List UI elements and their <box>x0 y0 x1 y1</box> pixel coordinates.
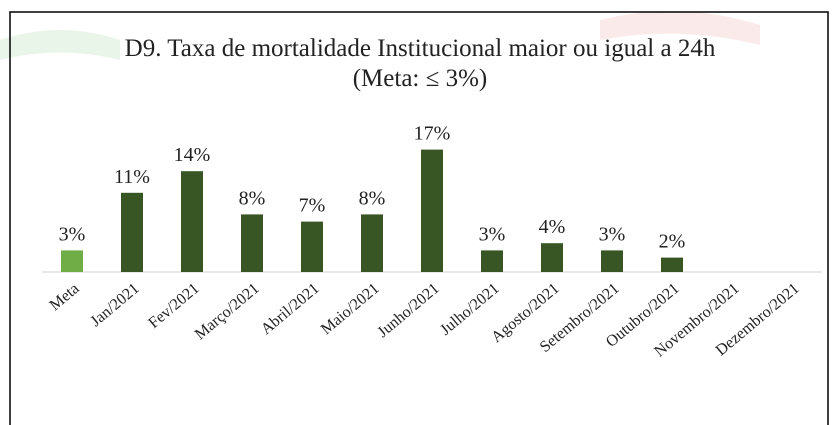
data-label: 8% <box>359 187 386 209</box>
data-label: 17% <box>414 123 451 145</box>
bar <box>241 214 263 272</box>
data-label: 3% <box>479 223 506 245</box>
chart-title: D9. Taxa de mortalidade Institucional ma… <box>124 35 741 92</box>
data-label: 7% <box>299 195 326 217</box>
data-label: 8% <box>239 187 266 209</box>
bar <box>61 250 83 272</box>
bar <box>181 171 203 272</box>
chart-frame <box>9 11 829 425</box>
data-label: 3% <box>59 223 86 245</box>
bar <box>661 257 683 272</box>
data-label: 4% <box>539 216 566 238</box>
bar <box>301 221 323 272</box>
bar <box>541 243 563 272</box>
watermark <box>0 30 120 60</box>
data-label: 2% <box>659 231 686 253</box>
bar <box>481 250 503 272</box>
data-label: 3% <box>599 223 626 245</box>
bar <box>601 250 623 272</box>
data-label: 14% <box>174 144 211 166</box>
watermark <box>600 11 760 45</box>
bar <box>421 149 443 272</box>
data-label: 11% <box>114 166 150 188</box>
bar <box>121 192 143 272</box>
bar <box>361 214 383 272</box>
